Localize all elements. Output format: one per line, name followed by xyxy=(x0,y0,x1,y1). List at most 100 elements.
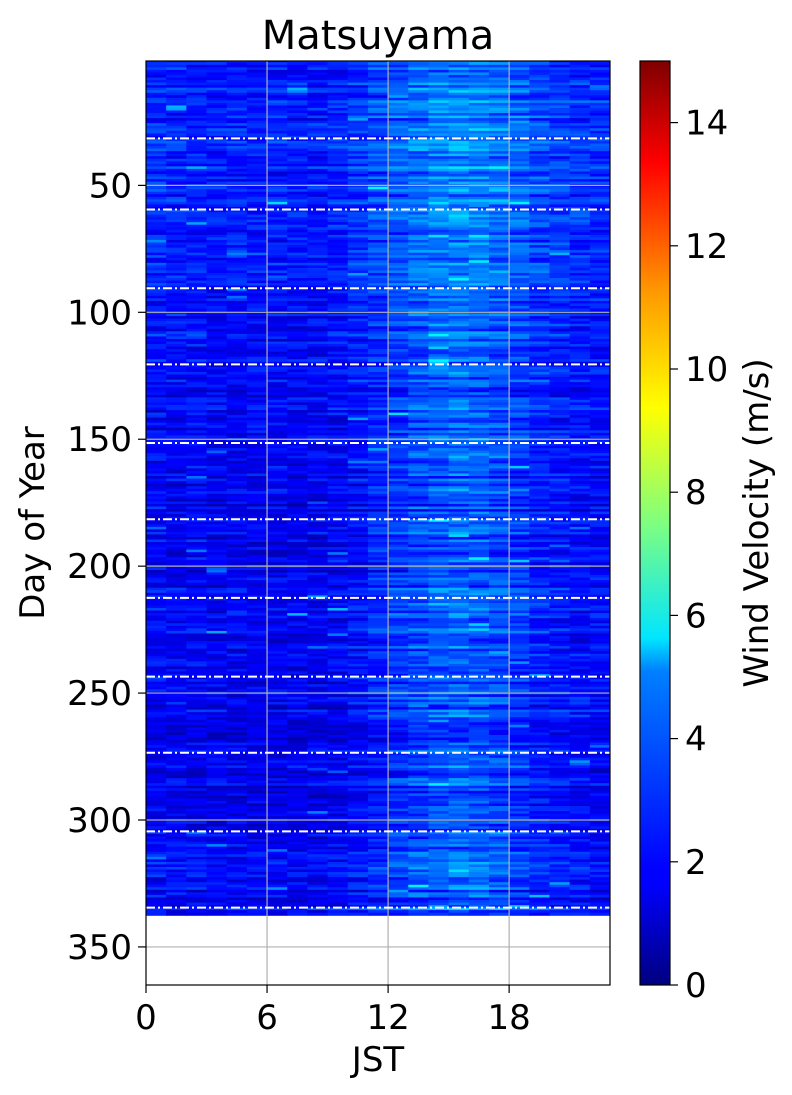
heatmap-cell xyxy=(428,534,450,538)
heatmap-cell xyxy=(146,430,167,434)
heatmap-cell xyxy=(347,450,369,454)
heatmap-cell xyxy=(327,392,349,396)
heatmap-cell xyxy=(388,110,409,114)
heatmap-cell xyxy=(367,293,389,297)
heatmap-cell xyxy=(488,338,510,343)
heatmap-cell xyxy=(549,146,571,150)
heatmap-cell xyxy=(166,275,187,279)
heatmap-cell xyxy=(166,524,187,528)
heatmap-cell xyxy=(146,176,167,180)
heatmap-cell xyxy=(166,255,187,259)
heatmap-cell xyxy=(206,303,228,307)
heatmap-cell xyxy=(246,427,268,431)
heatmap-cell xyxy=(589,275,610,279)
heatmap-cell xyxy=(327,435,349,439)
heatmap-cell xyxy=(347,483,369,487)
heatmap-cell xyxy=(468,80,490,84)
heatmap-cell xyxy=(448,87,470,91)
heatmap-cell xyxy=(388,133,409,137)
heatmap-cell xyxy=(287,168,308,173)
heatmap-cell xyxy=(186,354,208,358)
heatmap-cell xyxy=(166,483,187,487)
heatmap-cell xyxy=(428,293,450,297)
heatmap-cell xyxy=(367,529,389,533)
heatmap-cell xyxy=(166,443,187,447)
heatmap-cell xyxy=(569,67,591,71)
heatmap-cell xyxy=(589,354,610,358)
heatmap-cell xyxy=(569,531,591,536)
heatmap-cell xyxy=(226,580,248,584)
heatmap-cell xyxy=(468,270,490,274)
heatmap-cell xyxy=(569,209,591,213)
heatmap-cell xyxy=(388,336,409,340)
heatmap-cell xyxy=(549,470,571,475)
heatmap-cell xyxy=(428,425,450,429)
heatmap-cell xyxy=(388,587,409,591)
heatmap-cell xyxy=(146,526,167,530)
heatmap-cell xyxy=(347,153,369,157)
heatmap-cell xyxy=(307,602,329,607)
heatmap-cell xyxy=(509,265,530,269)
heatmap-cell xyxy=(367,262,389,266)
heatmap-cell xyxy=(488,166,510,170)
heatmap-cell xyxy=(347,346,369,350)
heatmap-cell xyxy=(146,338,167,343)
heatmap-cell xyxy=(488,138,510,142)
heatmap-cell xyxy=(146,229,167,233)
heatmap-cell xyxy=(388,305,409,310)
heatmap-cell xyxy=(388,270,409,274)
heatmap-cell xyxy=(206,585,228,589)
heatmap-cell xyxy=(287,61,308,63)
heatmap-cell xyxy=(287,151,308,155)
heatmap-cell xyxy=(448,260,470,264)
heatmap-cell xyxy=(569,427,591,431)
heatmap-cell xyxy=(246,209,268,213)
heatmap-cell xyxy=(206,130,228,134)
heatmap-cell xyxy=(569,115,591,119)
heatmap-cell xyxy=(388,82,409,86)
heatmap-cell xyxy=(166,245,187,249)
heatmap-cell xyxy=(408,331,430,335)
heatmap-cell xyxy=(589,575,610,579)
heatmap-cell xyxy=(307,95,329,99)
heatmap-cell xyxy=(488,349,510,353)
heatmap-cell xyxy=(468,298,490,302)
heatmap-cell xyxy=(529,384,551,388)
heatmap-cell xyxy=(206,460,228,464)
heatmap-cell xyxy=(488,501,510,505)
heatmap-cell xyxy=(287,252,308,256)
heatmap-cell xyxy=(589,346,610,350)
heatmap-cell xyxy=(287,316,308,320)
heatmap-cell xyxy=(206,313,228,317)
heatmap-cell xyxy=(287,186,308,190)
heatmap-cell xyxy=(347,577,369,581)
heatmap-cell xyxy=(347,445,369,449)
heatmap-cell xyxy=(529,227,551,231)
heatmap-cell xyxy=(408,544,430,548)
heatmap-cell xyxy=(428,270,450,274)
heatmap-cell xyxy=(448,394,470,398)
heatmap-cell xyxy=(146,232,167,236)
heatmap-cell xyxy=(367,412,389,416)
heatmap-cell xyxy=(166,242,187,246)
heatmap-cell xyxy=(509,270,530,274)
heatmap-cell xyxy=(287,455,308,459)
heatmap-cell xyxy=(488,592,510,596)
heatmap-cell xyxy=(569,118,591,122)
heatmap-cell xyxy=(226,148,248,152)
heatmap-cell xyxy=(206,168,228,173)
heatmap-cell xyxy=(549,333,571,338)
heatmap-cell xyxy=(428,392,450,396)
heatmap-cell xyxy=(186,232,208,236)
heatmap-cell xyxy=(367,354,389,358)
heatmap-cell xyxy=(347,179,369,183)
heatmap-cell xyxy=(529,377,551,381)
heatmap-cell xyxy=(186,265,208,269)
heatmap-cell xyxy=(529,194,551,198)
heatmap-cell xyxy=(509,407,530,411)
heatmap-cell xyxy=(146,359,167,363)
heatmap-cell xyxy=(509,448,530,452)
heatmap-cell xyxy=(146,270,167,274)
heatmap-cell xyxy=(549,536,571,541)
heatmap-cell xyxy=(186,64,208,68)
